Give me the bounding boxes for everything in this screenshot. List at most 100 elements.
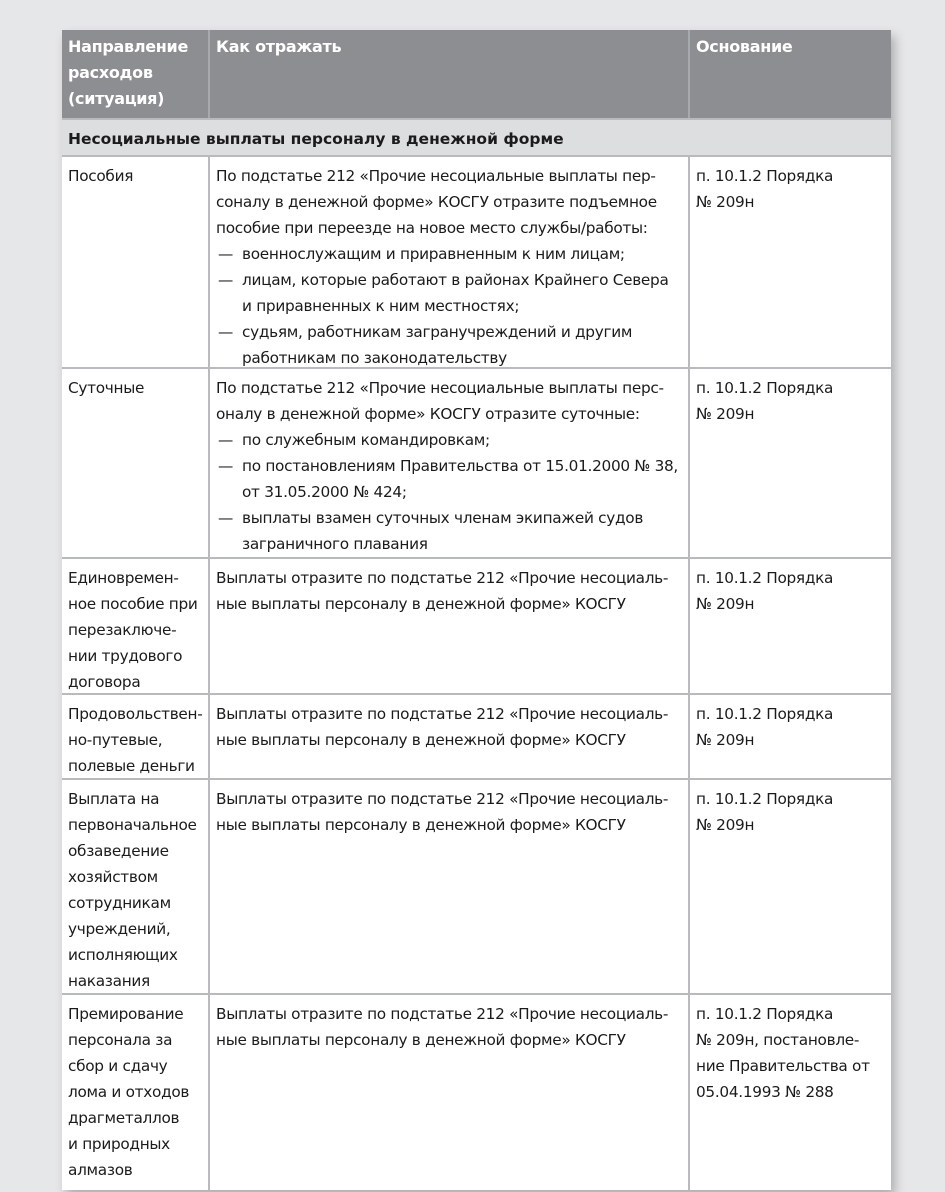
header-basis: Основание [690,30,891,118]
text-line: по постановлениям Правительства от 15.01… [242,457,678,475]
text-line: договора [68,673,141,691]
text-line: алмазов [68,1161,133,1179]
text-line: Основание [696,37,793,56]
cell-how: Выплаты отразите по подстатье 212 «Прочи… [210,995,690,1190]
text-line: хозяйством [68,868,158,886]
cell-how: По подстатье 212 «Прочие несоциальные вы… [210,369,690,557]
cell-situation: Единовремен-ное пособие при перезаключе-н… [62,559,210,693]
text-line: оналу в денежной форме» КОСГУ отразите с… [216,405,640,423]
table-header: Направление расходов (ситуация) Как отража… [62,30,891,120]
text-line: лома и отходов [68,1083,190,1101]
text-line: Выплаты отразите по подстатье 212 «Прочи… [216,569,669,587]
text-line: расходов [68,63,153,82]
text-line: судьям, работникам загранучреждений и др… [242,323,633,341]
text-line: и природных [68,1135,170,1153]
text-line: п. 10.1.2 Порядка [696,790,834,808]
text-line: Направление [68,37,189,56]
text-line: № 209н, постановле- [696,1031,860,1049]
text-line: Выплата на [68,790,160,808]
cell-situation: Премирование персонала за сбор и сдачу лома… [62,995,210,1190]
text-line: пособие при переезде на новое место служ… [216,219,648,237]
text-line: и приравненных к ним местностях; [242,297,520,315]
text-line: Суточные [68,379,145,397]
cell-situation: Продовольствен-но-путевые, полевые деньги [62,695,210,778]
table-row: Пособия По подстатье 212 «Прочие несоциал… [62,157,891,369]
cell-situation: Выплата на первоначальное обзаведение хозяй… [62,780,210,993]
text-line: Выплаты отразите по подстатье 212 «Прочи… [216,1005,669,1023]
text-line: Продовольствен- [68,705,203,723]
cell-how: Выплаты отразите по подстатье 212 «Прочи… [210,559,690,693]
text-line: драгметаллов [68,1109,180,1127]
text-line: учреждений, [68,920,171,938]
text-line: первоначальное [68,816,197,834]
text-line: сотрудникам [68,894,171,912]
text-line: п. 10.1.2 Порядка [696,1005,834,1023]
text-line: работникам по законодательству [242,349,507,367]
bullet-item: — судьям, работникам загранучреждений и д… [216,319,682,371]
bullet-item: — по постановлениям Правительства от 15.0… [216,453,682,505]
text-line: п. 10.1.2 Порядка [696,569,834,587]
text-line: № 209н [696,405,755,423]
table-row: Премирование персонала за сбор и сдачу лома… [62,995,891,1190]
text-line: № 209н [696,595,755,613]
text-line: п. 10.1.2 Порядка [696,167,834,185]
dash-marker: — [218,245,233,263]
text-line: (ситуация) [68,89,165,108]
bullet-item: — лицам, которые работают в районах Крайн… [216,267,682,319]
text-line: 05.04.1993 № 288 [696,1083,834,1101]
cell-basis: п. 10.1.2 Порядка № 209н [690,780,891,993]
text-line: сбор и сдачу [68,1057,168,1075]
cell-basis: п. 10.1.2 Порядка № 209н [690,695,891,778]
bullet-item: — военнослужащим и приравненным к ним лиц… [216,241,682,267]
text-line: ное пособие при [68,595,198,613]
text-line: Выплаты отразите по подстатье 212 «Прочи… [216,790,669,808]
text-line: По подстатье 212 «Прочие несоциальные вы… [216,167,656,185]
text-line: Как отражать [216,37,342,56]
cell-basis: п. 10.1.2 Порядка № 209н [690,157,891,367]
bullet-item: — по служебным командировкам; [216,427,682,453]
text-line: ные выплаты персоналу в денежной форме» … [216,595,626,613]
cell-basis: п. 10.1.2 Порядка № 209н, постановле-ние … [690,995,891,1190]
text-line: Премирование [68,1005,184,1023]
text-line: военнослужащим и приравненным к ним лица… [242,245,625,263]
text-line: ные выплаты персоналу в денежной форме» … [216,816,626,834]
text-line: обзаведение [68,842,169,860]
text-line: п. 10.1.2 Порядка [696,705,834,723]
cell-how: Выплаты отразите по подстатье 212 «Прочи… [210,695,690,778]
text-line: По подстатье 212 «Прочие несоциальные вы… [216,379,664,397]
dash-marker: — [218,431,233,449]
text-line: п. 10.1.2 Порядка [696,379,834,397]
bullet-item: — выплаты взамен суточных членам экипажей… [216,505,682,557]
text-line: исполняющих [68,946,178,964]
text-line: наказания [68,972,150,990]
text-line: ные выплаты персоналу в денежной форме» … [216,1031,626,1049]
dash-marker: — [218,509,233,527]
section-title: Несоциальные выплаты персоналу в денежно… [62,120,891,157]
cell-how: Выплаты отразите по подстатье 212 «Прочи… [210,780,690,993]
table-row: Выплата на первоначальное обзаведение хозяй… [62,780,891,995]
text-line: Пособия [68,167,134,185]
text-line: № 209н [696,816,755,834]
text-line: № 209н [696,731,755,749]
header-situation: Направление расходов (ситуация) [62,30,210,118]
dash-marker: — [218,323,233,341]
cell-how: По подстатье 212 «Прочие несоциальные вы… [210,157,690,367]
text-line: ные выплаты персоналу в денежной форме» … [216,731,626,749]
text-line: заграничного плавания [242,535,428,553]
text-line: выплаты взамен суточных членам экипажей … [242,509,644,527]
text-line: нии трудового [68,647,183,665]
text-line: № 209н [696,193,755,211]
text-line: Единовремен- [68,569,179,587]
text-line: лицам, которые работают в районах Крайне… [242,271,669,289]
text-line: от 31.05.2000 № 424; [242,483,407,501]
header-how: Как отражать [210,30,690,118]
table-row: Продовольствен-но-путевые, полевые деньги… [62,695,891,780]
text-line: перезаключе- [68,621,177,639]
text-line: персонала за [68,1031,173,1049]
cell-situation: Пособия [62,157,210,367]
cell-basis: п. 10.1.2 Порядка № 209н [690,369,891,557]
text-line: но-путевые, [68,731,163,749]
dash-marker: — [218,457,233,475]
cell-basis: п. 10.1.2 Порядка № 209н [690,559,891,693]
text-line: ние Правительства от [696,1057,870,1075]
